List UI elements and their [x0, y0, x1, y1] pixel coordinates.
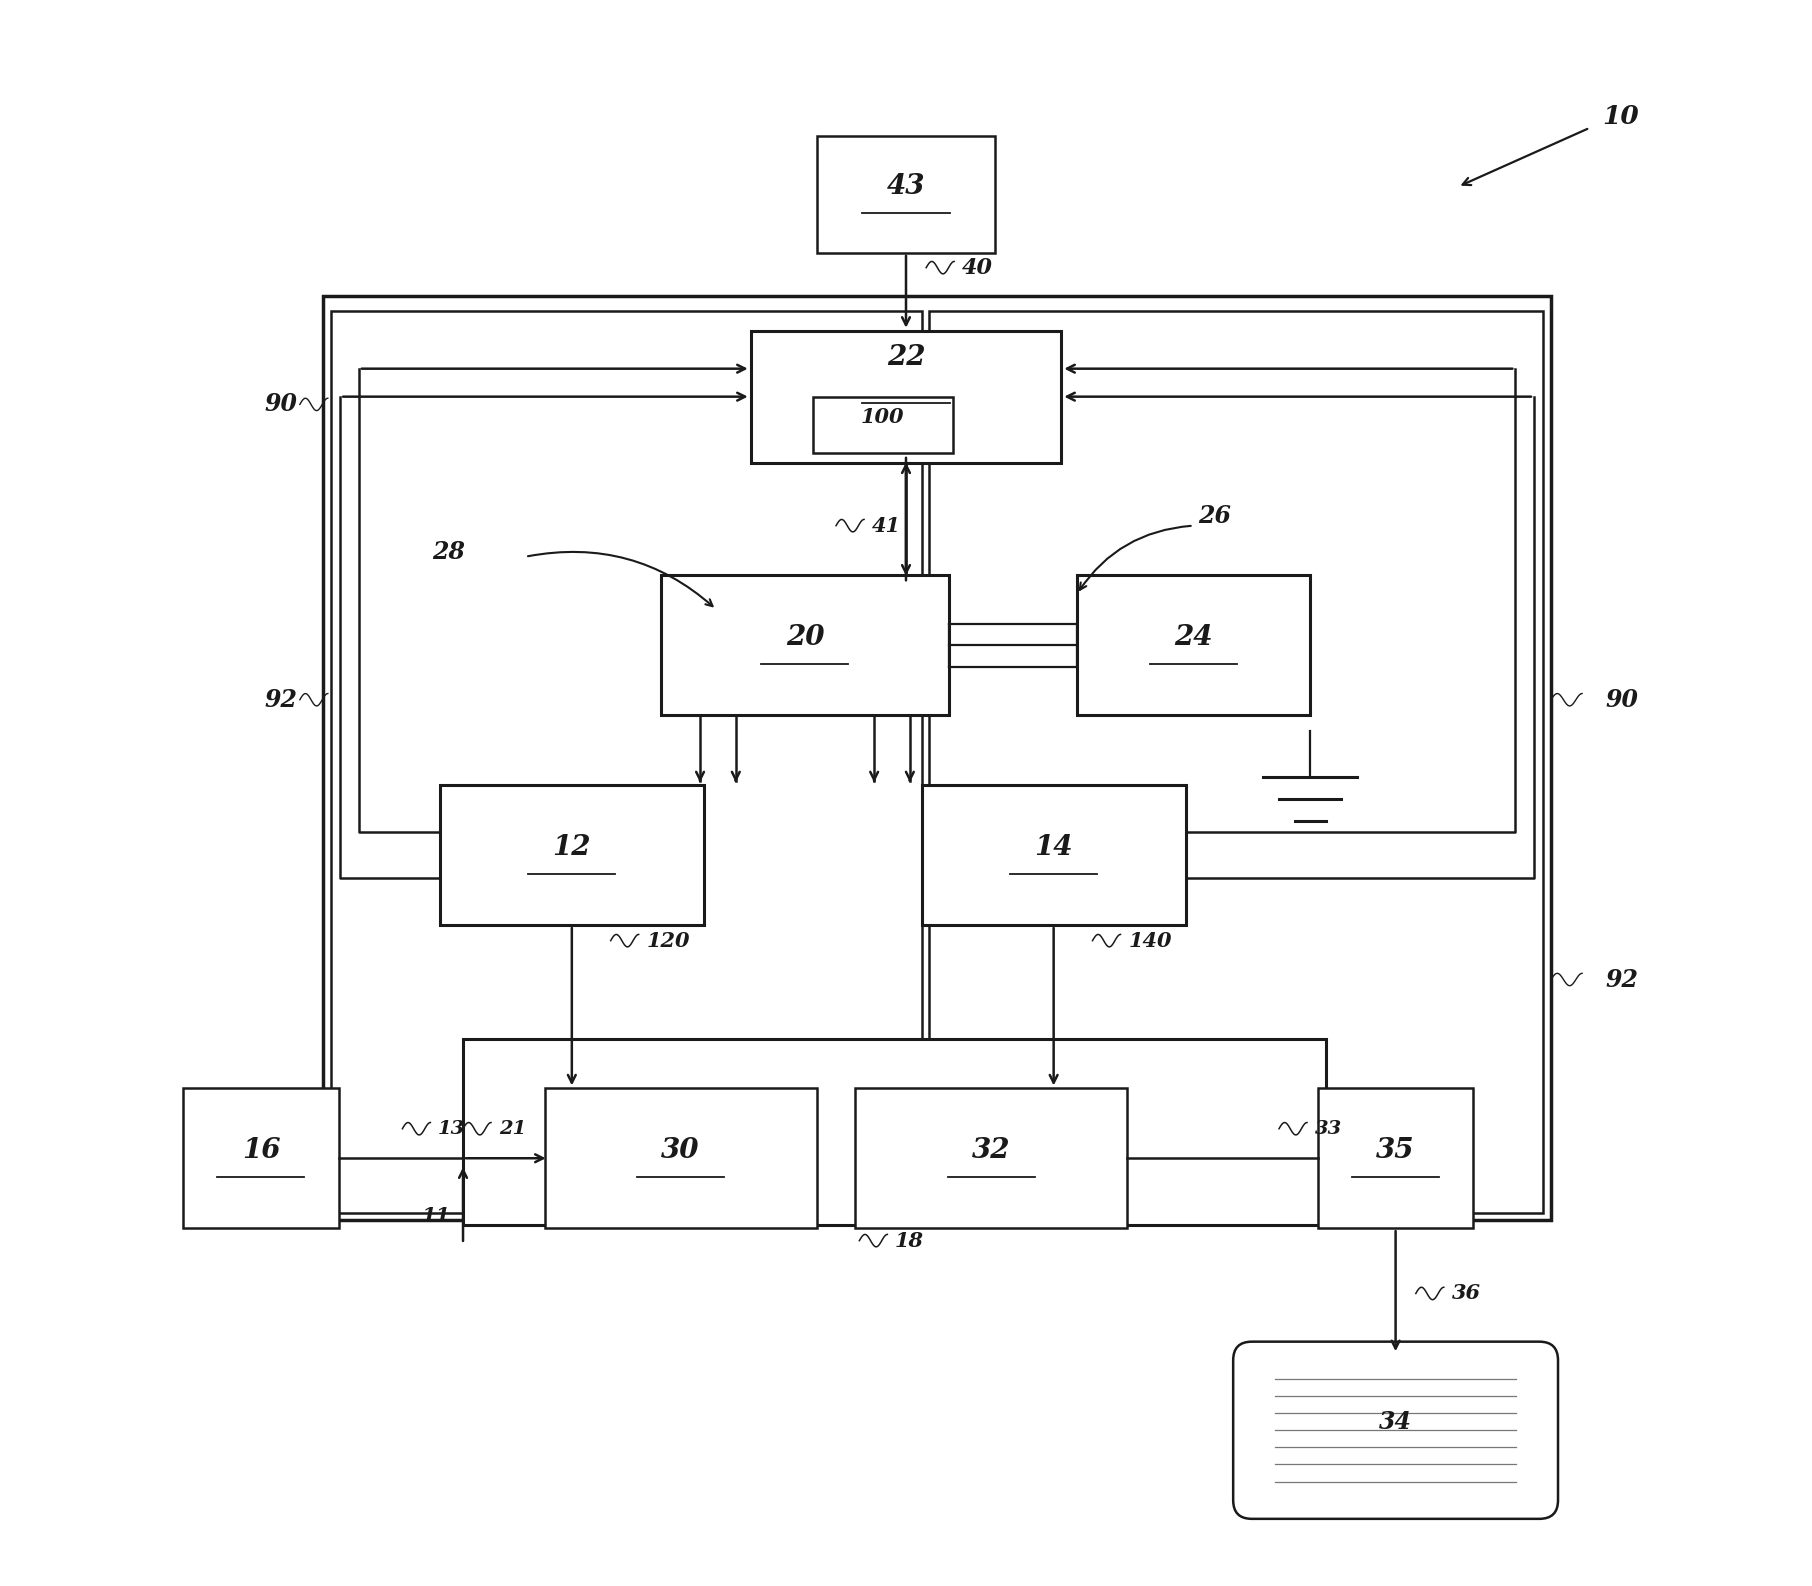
- Text: 92: 92: [1605, 967, 1638, 991]
- Text: 21: 21: [498, 1120, 525, 1137]
- FancyBboxPatch shape: [1234, 1342, 1558, 1519]
- Bar: [1317, 1088, 1473, 1228]
- Text: 24: 24: [1174, 623, 1212, 652]
- Text: 34: 34: [1379, 1410, 1412, 1434]
- Text: 22: 22: [886, 344, 926, 371]
- Text: 33: 33: [1316, 1120, 1343, 1137]
- Text: 28: 28: [431, 541, 466, 565]
- Bar: [817, 136, 995, 252]
- Text: 18: 18: [895, 1231, 924, 1251]
- Text: 26: 26: [1198, 504, 1230, 528]
- Text: 140: 140: [1129, 931, 1172, 950]
- Text: 20: 20: [786, 623, 824, 652]
- Text: 43: 43: [886, 173, 926, 200]
- Bar: [545, 1088, 817, 1228]
- Text: 10: 10: [1602, 105, 1640, 130]
- Text: 41: 41: [872, 515, 901, 536]
- Bar: [855, 1088, 1127, 1228]
- Text: 40: 40: [962, 257, 993, 279]
- Bar: [464, 1039, 1326, 1224]
- Bar: [930, 311, 1544, 1213]
- Bar: [922, 785, 1185, 925]
- Text: 12: 12: [553, 834, 591, 861]
- Text: 16: 16: [241, 1137, 281, 1164]
- Bar: [440, 785, 703, 925]
- Bar: [750, 330, 1062, 463]
- Text: 35: 35: [1377, 1137, 1415, 1164]
- Bar: [1076, 576, 1310, 715]
- Bar: [183, 1088, 339, 1228]
- Bar: [332, 311, 922, 1213]
- Text: 32: 32: [973, 1137, 1011, 1164]
- Text: 36: 36: [1451, 1283, 1480, 1304]
- Text: 14: 14: [1035, 834, 1073, 861]
- Text: 11: 11: [422, 1205, 451, 1226]
- Bar: [323, 295, 1551, 1221]
- Bar: [814, 396, 953, 452]
- Text: 120: 120: [647, 931, 690, 950]
- Bar: [661, 576, 949, 715]
- Text: 90: 90: [1605, 688, 1638, 712]
- Text: 92: 92: [265, 688, 297, 712]
- Text: 30: 30: [661, 1137, 699, 1164]
- Text: 100: 100: [861, 408, 904, 427]
- Text: 13: 13: [439, 1120, 466, 1137]
- Text: 90: 90: [265, 392, 297, 417]
